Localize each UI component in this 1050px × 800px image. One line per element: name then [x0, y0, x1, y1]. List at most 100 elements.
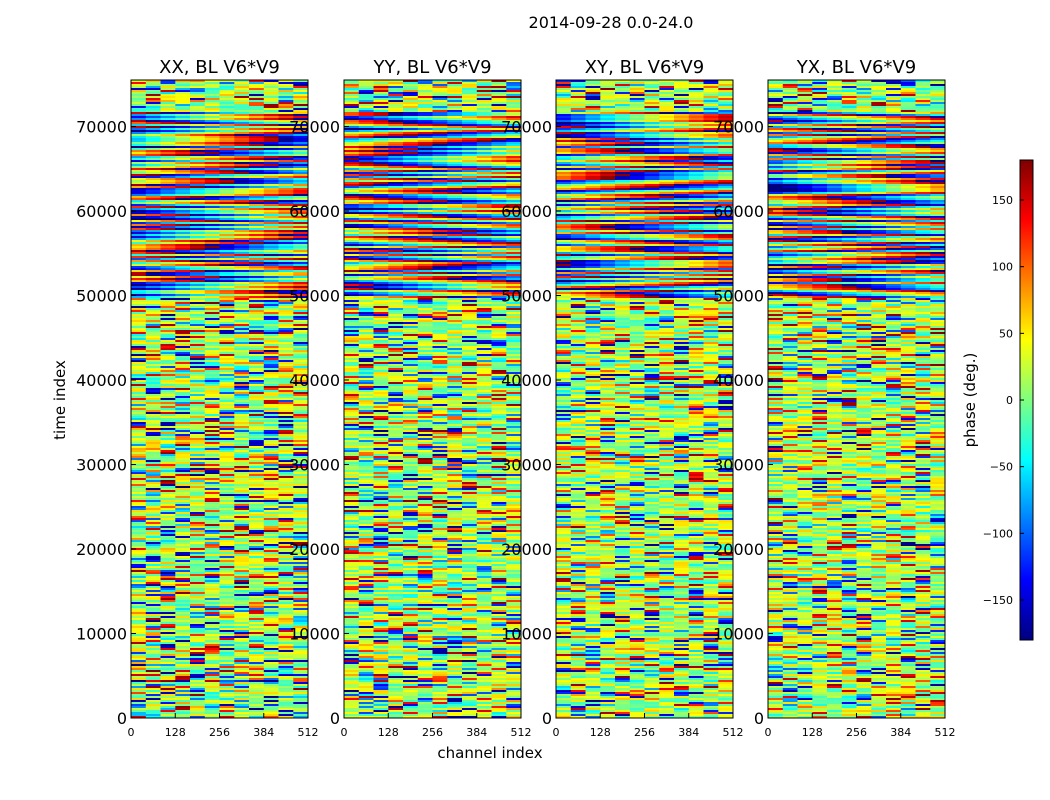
- image-cell: [373, 254, 389, 257]
- image-cell: [278, 406, 294, 409]
- image-cell: [234, 536, 250, 539]
- image-cell: [373, 212, 389, 215]
- image-cell: [293, 424, 308, 427]
- image-cell: [160, 150, 176, 153]
- image-cell: [204, 122, 221, 125]
- image-cell: [145, 184, 162, 187]
- image-cell: [204, 690, 221, 693]
- image-cell: [278, 238, 294, 241]
- image-cell: [219, 658, 235, 661]
- image-cell: [175, 696, 191, 699]
- image-cell: [234, 560, 250, 563]
- image-cell: [344, 166, 360, 169]
- image-cell: [131, 498, 147, 501]
- image-cell: [190, 424, 206, 427]
- image-cell: [190, 200, 206, 203]
- image-cell: [234, 554, 250, 557]
- image-cell: [293, 386, 308, 389]
- image-cell: [263, 398, 280, 401]
- image-cell: [219, 364, 235, 367]
- image-cell: [417, 162, 434, 165]
- image-cell: [145, 106, 162, 109]
- image-cell: [234, 302, 250, 305]
- image-cell: [373, 266, 389, 269]
- image-cell: [219, 586, 235, 589]
- image-cell: [190, 120, 206, 123]
- image-cell: [249, 214, 265, 217]
- image-cell: [403, 240, 419, 243]
- image-cell: [160, 102, 176, 105]
- image-cell: [204, 528, 221, 531]
- image-cell: [160, 158, 176, 161]
- image-cell: [204, 214, 221, 217]
- image-cell: [278, 328, 294, 331]
- image-cell: [131, 576, 147, 579]
- image-cell: [160, 382, 176, 385]
- image-cell: [263, 460, 280, 463]
- image-cell: [403, 156, 419, 159]
- image-cell: [249, 192, 265, 195]
- image-cell: [373, 190, 389, 193]
- image-cell: [145, 396, 162, 399]
- image-cell: [175, 688, 191, 691]
- image-cell: [175, 264, 191, 267]
- image-cell: [160, 418, 176, 421]
- image-cell: [160, 206, 176, 209]
- image-cell: [131, 262, 147, 265]
- image-cell: [263, 458, 280, 461]
- image-cell: [249, 354, 265, 357]
- image-cell: [190, 596, 206, 599]
- image-cell: [293, 576, 308, 579]
- image-cell: [145, 350, 162, 353]
- image-cell: [249, 432, 265, 435]
- image-cell: [175, 240, 191, 243]
- image-cell: [278, 596, 294, 599]
- image-cell: [506, 258, 521, 261]
- image-cell: [278, 394, 294, 397]
- image-cell: [373, 238, 389, 241]
- image-cell: [293, 288, 308, 291]
- image-cell: [432, 198, 448, 201]
- image-cell: [175, 226, 191, 229]
- image-cell: [373, 252, 389, 255]
- image-cell: [160, 482, 176, 485]
- image-cell: [219, 362, 235, 365]
- image-cell: [219, 438, 235, 441]
- image-cell: [293, 182, 308, 185]
- image-cell: [447, 266, 463, 269]
- image-cell: [234, 610, 250, 613]
- image-cell: [190, 496, 206, 499]
- image-cell: [234, 108, 250, 111]
- image-cell: [293, 418, 308, 421]
- image-cell: [249, 424, 265, 427]
- image-cell: [506, 130, 521, 133]
- image-cell: [278, 482, 294, 485]
- image-cell: [263, 544, 280, 547]
- image-cell: [145, 86, 162, 89]
- image-cell: [373, 188, 389, 191]
- image-cell: [131, 556, 147, 559]
- image-cell: [263, 126, 280, 129]
- image-cell: [190, 338, 206, 341]
- image-cell: [175, 268, 191, 271]
- image-cell: [175, 214, 191, 217]
- image-cell: [160, 560, 176, 563]
- image-cell: [131, 614, 147, 617]
- image-cell: [160, 208, 176, 211]
- image-cell: [219, 182, 235, 185]
- image-cell: [190, 84, 206, 87]
- image-cell: [160, 394, 176, 397]
- image-cell: [145, 462, 162, 465]
- image-cell: [373, 94, 389, 97]
- image-cell: [417, 214, 434, 217]
- image-cell: [263, 376, 280, 379]
- image-cell: [145, 550, 162, 553]
- image-cell: [234, 80, 250, 83]
- image-cell: [160, 392, 176, 395]
- image-cell: [190, 444, 206, 447]
- image-cell: [175, 134, 191, 137]
- image-cell: [491, 186, 507, 189]
- image-cell: [204, 570, 221, 573]
- image-cell: [249, 160, 265, 163]
- image-cell: [160, 664, 176, 667]
